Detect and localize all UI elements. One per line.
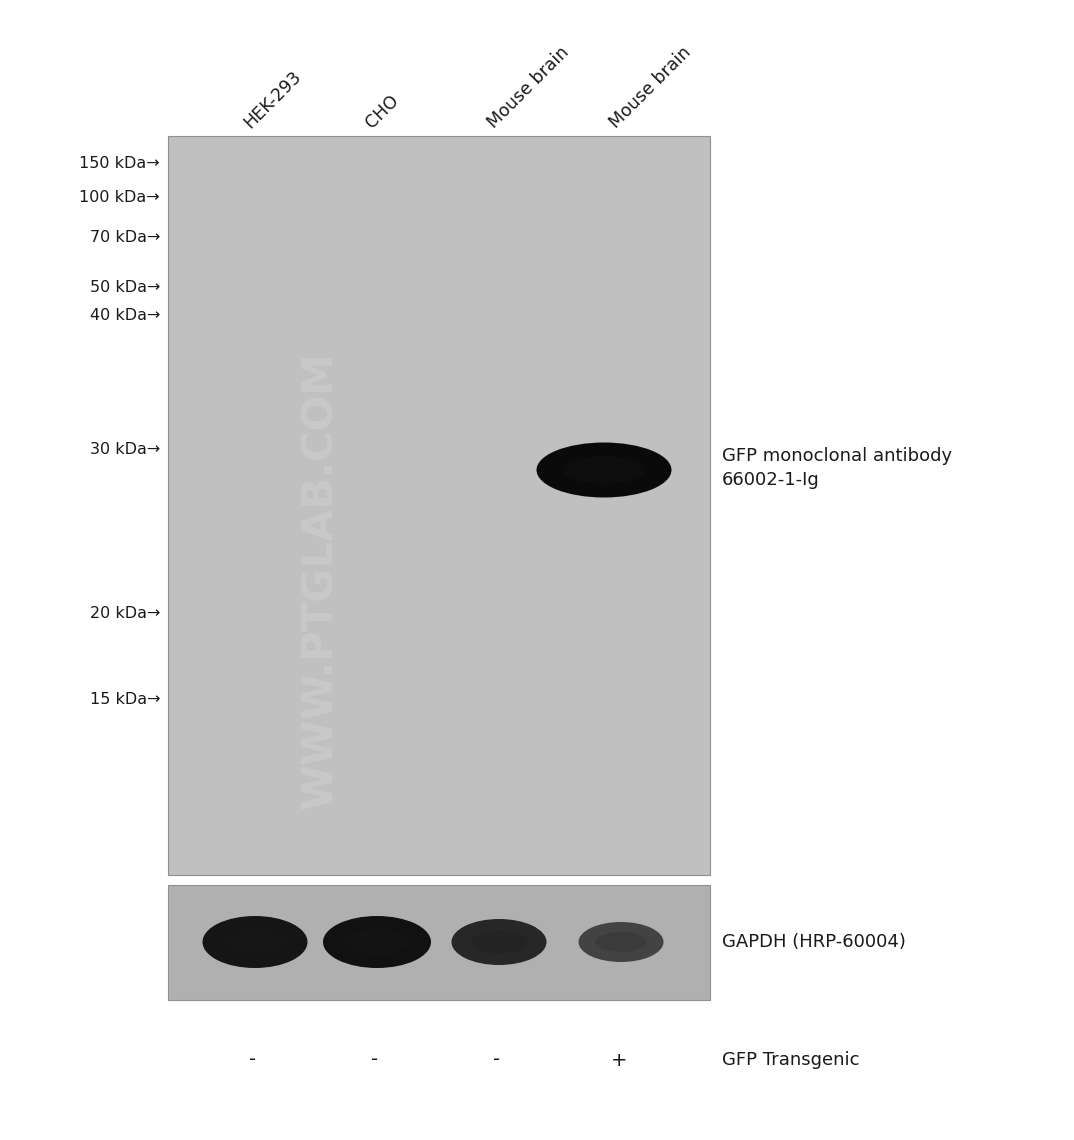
Text: 40 kDa→: 40 kDa→ [89, 309, 160, 324]
Text: -: - [493, 1050, 500, 1069]
Text: -: - [372, 1050, 378, 1069]
Text: Mouse brain: Mouse brain [606, 43, 695, 132]
Text: -: - [249, 1050, 257, 1069]
Text: 30 kDa→: 30 kDa→ [90, 442, 160, 457]
Text: Mouse brain: Mouse brain [484, 43, 572, 132]
Text: CHO: CHO [362, 91, 403, 132]
Text: 70 kDa→: 70 kDa→ [89, 229, 160, 244]
Ellipse shape [451, 919, 547, 964]
Text: GFP monoclonal antibody
66002-1-Ig: GFP monoclonal antibody 66002-1-Ig [722, 447, 953, 489]
Text: WWW.PTGLAB.COM: WWW.PTGLAB.COM [299, 351, 342, 808]
Bar [168, 885, 710, 1000]
Text: GAPDH (HRP-60004): GAPDH (HRP-60004) [722, 933, 905, 951]
Text: GFP Transgenic: GFP Transgenic [722, 1051, 859, 1069]
Ellipse shape [595, 933, 647, 952]
Bar [168, 136, 710, 876]
Ellipse shape [203, 917, 307, 968]
Ellipse shape [323, 917, 431, 968]
Ellipse shape [579, 922, 664, 962]
Text: +: + [611, 1050, 627, 1069]
Text: 150 kDa→: 150 kDa→ [79, 155, 160, 171]
Ellipse shape [345, 929, 409, 955]
Ellipse shape [223, 929, 287, 955]
Text: 20 kDa→: 20 kDa→ [89, 606, 160, 621]
Text: HEK-293: HEK-293 [241, 67, 305, 132]
Ellipse shape [470, 930, 527, 953]
Ellipse shape [564, 456, 644, 483]
Text: 50 kDa→: 50 kDa→ [89, 280, 160, 295]
Ellipse shape [537, 442, 671, 497]
Text: 100 kDa→: 100 kDa→ [79, 190, 160, 205]
Text: 15 kDa→: 15 kDa→ [89, 692, 160, 708]
